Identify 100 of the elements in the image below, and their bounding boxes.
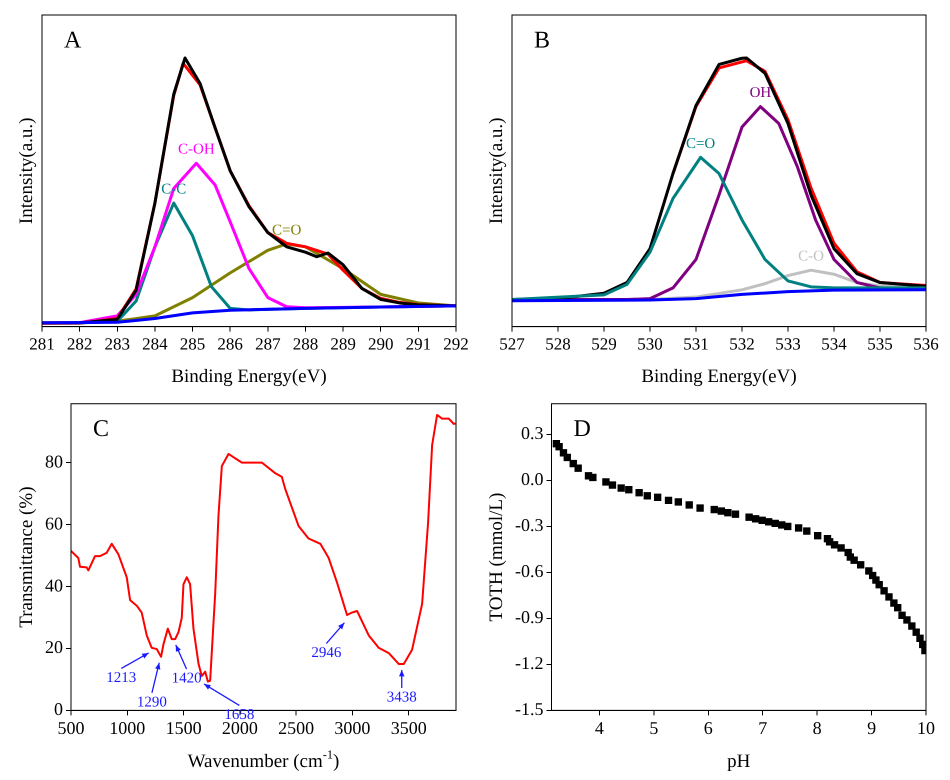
x-tick-label: 530 bbox=[637, 334, 663, 354]
point bbox=[696, 504, 704, 512]
series-label: C=O bbox=[272, 222, 302, 238]
point bbox=[752, 515, 760, 522]
x-tick-label: 290 bbox=[368, 334, 394, 354]
point bbox=[564, 454, 571, 462]
y-axis-title: Transmittance (%) bbox=[16, 486, 37, 628]
point bbox=[745, 514, 753, 521]
point bbox=[916, 634, 924, 642]
point bbox=[555, 443, 563, 450]
y-tick-label: 60 bbox=[45, 513, 63, 534]
y-tick-label: 0 bbox=[54, 699, 63, 720]
point bbox=[644, 492, 651, 500]
y-tick-label: -0.3 bbox=[514, 515, 544, 536]
x-axis-title: Binding Energy(eV) bbox=[171, 366, 327, 387]
x-axis-title: Binding Energy(eV) bbox=[641, 366, 797, 387]
point bbox=[856, 561, 864, 568]
point bbox=[837, 544, 845, 552]
y-tick-label: 20 bbox=[45, 637, 63, 658]
x-tick-label: 288 bbox=[292, 334, 318, 354]
x-tick-label: 10 bbox=[917, 718, 935, 738]
point bbox=[608, 481, 616, 489]
chart-title: A bbox=[64, 27, 82, 54]
x-tick-label: 535 bbox=[867, 334, 893, 354]
x-tick-label: 1000 bbox=[109, 718, 146, 738]
point bbox=[710, 506, 718, 514]
point bbox=[724, 508, 732, 516]
point bbox=[765, 518, 772, 526]
x-tick-label: 9 bbox=[867, 718, 876, 738]
y-tick-label: 0.0 bbox=[520, 469, 544, 490]
x-tick-label: 4 bbox=[594, 718, 604, 738]
x-tick-label: 289 bbox=[330, 334, 356, 354]
series-label: C-O bbox=[798, 248, 824, 265]
chart-title: B bbox=[534, 27, 550, 54]
x-tick-label: 6 bbox=[704, 718, 713, 738]
annotation: 3438 bbox=[386, 689, 417, 706]
point bbox=[784, 522, 792, 530]
x-tick-label: 283 bbox=[104, 334, 130, 354]
text: C bbox=[93, 416, 110, 442]
point bbox=[602, 478, 610, 486]
point bbox=[778, 521, 786, 529]
series-label: C-OH bbox=[178, 142, 215, 158]
point bbox=[830, 541, 838, 549]
x-axis-title: pH bbox=[727, 751, 751, 772]
point bbox=[758, 516, 766, 524]
annotation: 1420 bbox=[172, 670, 202, 687]
y-tick-label: -0.9 bbox=[514, 607, 544, 628]
x-tick-label: 531 bbox=[683, 334, 709, 354]
point bbox=[686, 501, 693, 509]
point bbox=[794, 524, 802, 532]
point bbox=[772, 520, 779, 528]
point bbox=[674, 498, 682, 506]
y-tick-label: -1.2 bbox=[514, 653, 544, 674]
x-tick-label: 532 bbox=[729, 334, 755, 354]
x-tick-label: 2500 bbox=[278, 718, 314, 738]
x-tick-label: 285 bbox=[180, 334, 206, 354]
point bbox=[654, 494, 662, 501]
y-tick-label: 80 bbox=[45, 451, 63, 472]
y-tick-label: 0.3 bbox=[520, 423, 544, 444]
annotation: 1658 bbox=[224, 706, 254, 723]
x-tick-label: 533 bbox=[775, 334, 801, 354]
point bbox=[718, 507, 726, 515]
annotation: 2946 bbox=[311, 644, 342, 661]
annotation: 1213 bbox=[106, 670, 136, 686]
x-tick-label: 529 bbox=[591, 334, 617, 354]
point bbox=[908, 622, 916, 630]
series-label: C=O bbox=[686, 136, 716, 152]
x-tick-label: 3000 bbox=[334, 718, 370, 738]
x-tick-label: 3500 bbox=[390, 718, 427, 738]
point bbox=[625, 486, 632, 494]
point bbox=[850, 556, 858, 564]
x-tick-label: 291 bbox=[406, 334, 432, 354]
point bbox=[635, 489, 643, 496]
x-tick-label: 536 bbox=[913, 334, 939, 354]
x-tick-label: 5 bbox=[649, 718, 658, 738]
x-tick-label: 292 bbox=[443, 334, 469, 354]
point bbox=[664, 496, 672, 504]
series-label: OH bbox=[750, 85, 772, 102]
x-tick-label: 7 bbox=[758, 718, 768, 738]
x-tick-label: 500 bbox=[58, 718, 84, 738]
x-tick-label: 527 bbox=[499, 334, 526, 354]
point bbox=[574, 464, 582, 472]
point bbox=[880, 587, 888, 595]
x-tick-label: 284 bbox=[142, 334, 168, 354]
point bbox=[912, 628, 920, 636]
x-tick-label: 281 bbox=[29, 334, 55, 354]
point bbox=[876, 581, 883, 588]
y-axis-title: Intensity(a.u.) bbox=[16, 118, 37, 224]
y-axis-title: Intensity(a.u.) bbox=[486, 118, 507, 224]
x-tick-label: 282 bbox=[66, 334, 92, 354]
x-tick-label: 287 bbox=[255, 334, 282, 354]
x-tick-label: 1500 bbox=[166, 718, 202, 738]
y-tick-label: 40 bbox=[45, 575, 63, 596]
x-tick-label: 528 bbox=[545, 334, 571, 354]
x-tick-label: 8 bbox=[812, 718, 822, 738]
point bbox=[803, 527, 810, 535]
y-tick-label: -0.6 bbox=[514, 561, 544, 582]
point bbox=[894, 604, 902, 612]
y-axis-title: TOTH (mmol/L) bbox=[486, 492, 507, 622]
point bbox=[814, 532, 822, 540]
